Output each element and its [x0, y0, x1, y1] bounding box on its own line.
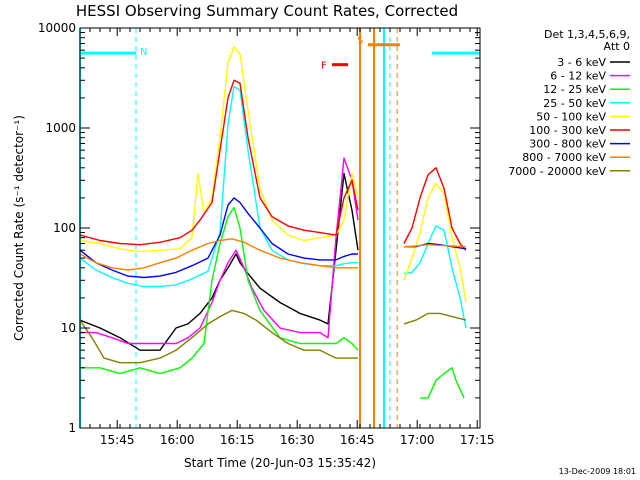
x-tick-label-6: 17:15	[460, 433, 495, 447]
legend-label-3: 25 - 50 keV	[543, 97, 606, 110]
series-line-5	[79, 79, 467, 251]
legend-label-2: 12 - 25 keV	[543, 83, 606, 96]
y-tick-label-1: 10	[61, 321, 76, 335]
x-axis-label: Start Time (20-Jun-03 15:35:42)	[184, 456, 376, 470]
legend-label-1: 6 - 12 keV	[550, 70, 606, 83]
series-line-1	[80, 157, 359, 345]
series-line-6	[79, 197, 467, 279]
series-line-7	[79, 238, 467, 271]
segment-label-f: F	[321, 61, 327, 72]
chart-title: HESSI Observing Summary Count Rates, Cor…	[76, 2, 458, 20]
series-line-4	[79, 46, 467, 303]
y-tick-label-3: 1000	[45, 121, 76, 135]
segment-label-n: N	[140, 47, 147, 58]
x-tick-label-4: 16:45	[340, 433, 375, 447]
legend-label-4: 50 - 100 keV	[536, 110, 606, 123]
timestamp-stamp: 13-Dec-2009 18:01	[559, 467, 636, 476]
x-tick-label-1: 16:00	[160, 433, 195, 447]
y-axis-ticks: 1 10 100 1000 10000	[38, 21, 480, 435]
segment-label-s: S	[357, 36, 363, 47]
y-tick-label-0: 1	[68, 421, 76, 435]
legend-label-6: 300 - 800 keV	[529, 138, 606, 151]
legend-header-line-2: Att 0	[604, 40, 630, 53]
legend-header-line-1: Det 1,3,4,5,6,9,	[544, 28, 630, 41]
legend-label-0: 3 - 6 keV	[557, 56, 606, 69]
legend-label-7: 800 - 7000 keV	[522, 151, 606, 164]
series-line-0	[79, 172, 359, 351]
x-tick-label-5: 17:00	[400, 433, 435, 447]
series-line-3	[79, 85, 467, 329]
y-tick-label-2: 100	[53, 221, 76, 235]
series-line-8	[79, 309, 467, 364]
segment-labels: N S F	[140, 36, 363, 72]
legend-label-5: 100 - 300 keV	[529, 124, 606, 137]
x-axis-ticks: 15:45 16:00 16:15 16:30 16:45 17:00 17:15	[79, 28, 495, 447]
x-tick-label-0: 15:45	[100, 433, 135, 447]
chart-marks	[79, 28, 481, 428]
legend-label-8: 7000 - 20000 keV	[508, 165, 606, 178]
x-tick-label-2: 16:15	[220, 433, 255, 447]
series-line-2	[80, 206, 465, 399]
y-tick-label-4: 10000	[38, 21, 76, 35]
y-axis-label: Corrected Count Rate (s⁻¹ detector⁻¹)	[12, 115, 26, 341]
x-tick-label-3: 16:30	[280, 433, 315, 447]
